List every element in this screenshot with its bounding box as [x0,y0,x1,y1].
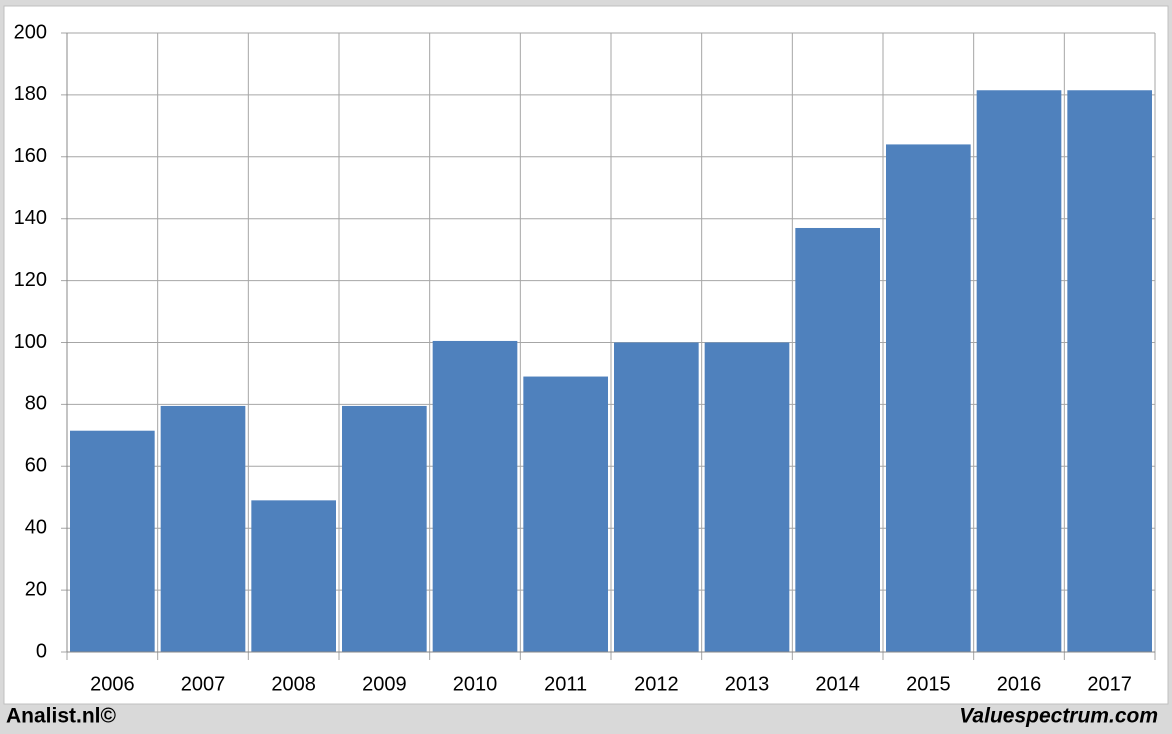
bar [523,376,608,652]
bar [432,340,518,652]
x-tick-label: 2013 [725,673,770,695]
y-tick-label: 100 [14,331,47,353]
footer-left: Analist.nl© [6,705,117,728]
y-tick-label: 0 [36,640,47,662]
x-tick-label: 2008 [271,673,316,695]
y-tick-label: 60 [25,455,47,477]
footer-right: Valuespectrum.com [959,705,1158,728]
x-tick-label: 2015 [906,673,951,695]
bar [70,430,155,652]
x-tick-label: 2011 [544,673,587,695]
bar [1067,90,1152,652]
bar [704,342,790,652]
y-tick-label: 180 [14,83,47,105]
x-tick-label: 2017 [1087,673,1132,695]
y-tick-label: 20 [25,578,47,600]
bar [886,144,971,653]
bar [614,342,699,652]
y-tick-label: 200 [14,21,47,43]
x-tick-label: 2016 [997,673,1042,695]
x-tick-label: 2009 [362,673,407,695]
y-tick-label: 40 [25,516,47,538]
y-tick-label: 120 [14,269,47,291]
bar [342,405,427,652]
x-tick-label: 2014 [815,673,860,695]
y-tick-label: 80 [25,393,47,415]
x-tick-label: 2006 [90,673,135,695]
bar [251,500,336,652]
x-tick-label: 2010 [453,673,498,695]
x-tick-label: 2007 [181,673,226,695]
bar [160,405,246,652]
bar [795,227,880,653]
x-tick-label: 2012 [634,673,679,695]
y-tick-label: 140 [14,207,47,229]
bar [976,90,1062,652]
y-tick-label: 160 [14,145,47,167]
